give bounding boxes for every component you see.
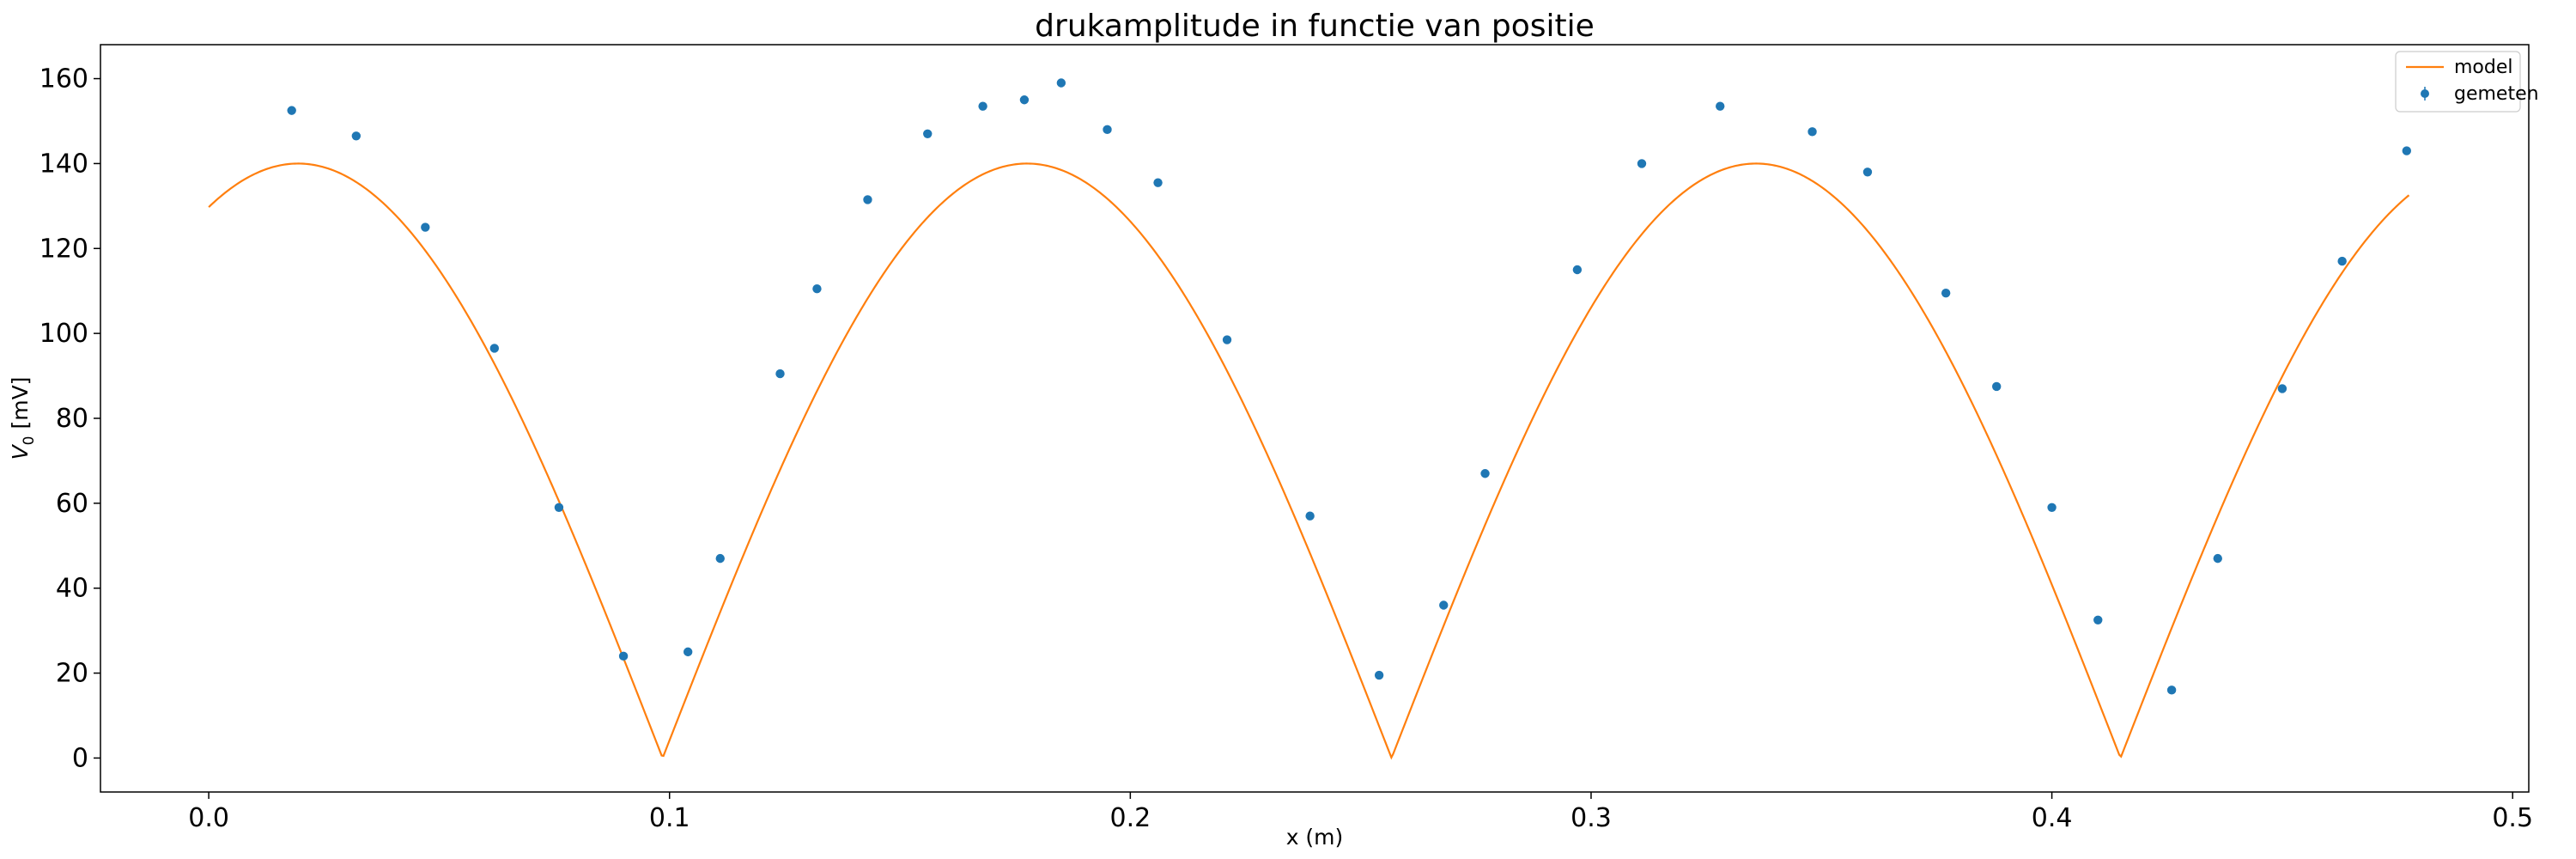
legend-gemeten-label: gemeten: [2454, 83, 2539, 105]
data-point: [1480, 469, 1490, 478]
y-tick-label: 40: [56, 574, 88, 604]
data-point: [1941, 288, 1951, 298]
data-point: [2093, 615, 2103, 624]
y-axis: 0 20 40 60 80 100 120 140 160: [39, 64, 100, 773]
y-tick-label: 120: [39, 234, 88, 264]
y-axis-label-subscript: 0: [21, 436, 38, 445]
y-tick-label: 100: [39, 319, 88, 349]
data-point: [1222, 335, 1232, 344]
x-tick-label: 0.2: [1109, 803, 1151, 833]
data-point: [775, 369, 785, 379]
x-tick-label: 0.1: [649, 803, 690, 833]
legend-model-label: model: [2454, 57, 2513, 78]
data-point: [2337, 256, 2347, 266]
data-point: [1862, 168, 1873, 177]
model-curve: [208, 162, 2410, 760]
data-point: [489, 344, 500, 353]
legend: model gemeten: [2395, 51, 2539, 113]
data-point: [1439, 600, 1449, 610]
data-point: [287, 106, 296, 115]
data-point: [863, 195, 872, 204]
data-point: [351, 131, 361, 141]
chart-title: drukamplitude in functie van positie: [1035, 9, 1595, 44]
data-point: [978, 101, 987, 111]
y-tick-label: 0: [72, 743, 88, 773]
data-point: [1153, 178, 1163, 187]
x-axis-label: x (m): [1286, 825, 1344, 850]
model-layer: [208, 162, 2410, 760]
data-point: [421, 222, 430, 232]
points-layer: [287, 78, 2411, 695]
data-point: [812, 284, 822, 294]
data-point: [1019, 95, 1030, 105]
x-axis: 0.0 0.1 0.2 0.3 0.4 0.5: [188, 792, 2533, 833]
y-tick-label: 160: [39, 64, 88, 94]
data-point: [2166, 685, 2177, 695]
data-point: [1374, 670, 1384, 680]
y-axis-label-symbol: V: [8, 443, 33, 460]
data-point: [1103, 125, 1112, 135]
data-point: [1992, 381, 2002, 392]
data-point: [715, 553, 725, 564]
data-point: [1807, 127, 1817, 137]
y-tick-label: 80: [56, 404, 88, 434]
data-point: [618, 651, 629, 661]
y-axis-label: V0 [mV]: [8, 377, 38, 460]
y-tick-label: 60: [56, 489, 88, 519]
data-point: [2047, 503, 2057, 513]
data-point: [554, 503, 564, 513]
data-point: [2277, 384, 2287, 393]
data-point: [1305, 511, 1315, 521]
data-point: [1637, 159, 1647, 168]
data-point: [1572, 265, 1583, 275]
data-point: [1716, 101, 1725, 111]
x-tick-label: 0.0: [188, 803, 229, 833]
x-tick-label: 0.3: [1571, 803, 1612, 833]
data-point: [2213, 553, 2222, 564]
y-tick-label: 140: [39, 149, 88, 179]
data-point: [923, 129, 933, 139]
plot-area: [208, 78, 2411, 760]
legend-gemeten-marker: [2421, 89, 2429, 98]
data-point: [2402, 146, 2411, 155]
x-tick-label: 0.4: [2032, 803, 2073, 833]
data-point: [683, 647, 693, 657]
y-tick-label: 20: [56, 659, 88, 689]
data-point: [1056, 78, 1066, 88]
y-axis-label-unit: [mV]: [8, 377, 33, 436]
x-tick-label: 0.5: [2492, 803, 2533, 833]
